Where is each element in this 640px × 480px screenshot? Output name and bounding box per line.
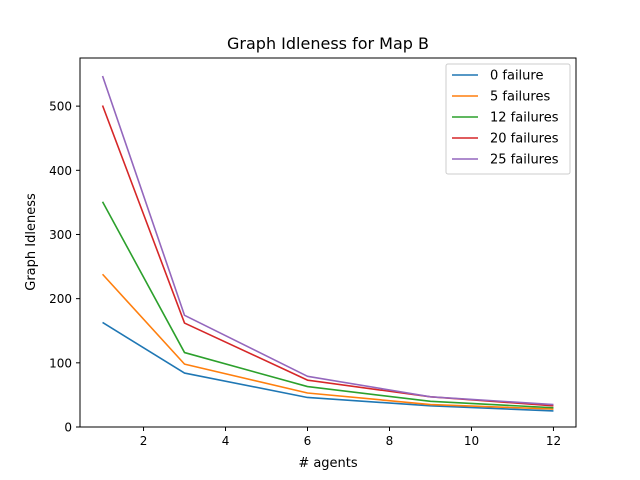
y-axis: 0 100 200 300 400 500 — [49, 100, 80, 435]
y-tick-label: 200 — [49, 292, 72, 306]
y-axis-label: Graph Idleness — [24, 193, 39, 291]
legend-label-1: 5 failures — [490, 90, 550, 105]
x-tick-label: 6 — [304, 434, 312, 448]
legend: 0 failure 5 failures 12 failures 20 failure… — [445, 63, 571, 175]
legend-label-2: 12 failures — [490, 111, 559, 126]
legend-label-4: 25 failures — [490, 153, 559, 168]
y-tick-label: 500 — [49, 100, 72, 114]
series-line-4 — [101, 75, 554, 406]
y-tick-label: 100 — [49, 356, 72, 370]
legend-label-3: 20 failures — [490, 132, 559, 147]
series-line-2 — [101, 201, 554, 409]
chart-title: Graph Idleness for Map B — [227, 34, 429, 53]
series-lines — [101, 75, 554, 412]
plot-area — [79, 57, 577, 428]
y-tick-label: 300 — [49, 228, 72, 242]
series-line-0 — [102, 321, 554, 412]
x-axis: 2 4 6 8 10 12 — [140, 427, 561, 448]
y-tick-label: 400 — [49, 164, 72, 178]
x-tick-label: 8 — [386, 434, 394, 448]
x-axis-label: # agents — [298, 456, 358, 471]
x-tick-label: 10 — [464, 434, 479, 448]
x-tick-label: 12 — [546, 434, 561, 448]
series-line-1 — [101, 273, 554, 410]
x-tick-label: 2 — [140, 434, 148, 448]
plot-frame — [79, 57, 577, 428]
legend-box — [445, 63, 571, 175]
x-tick-label: 4 — [222, 434, 230, 448]
legend-label-0: 0 failure — [490, 69, 543, 84]
y-tick-label: 0 — [64, 421, 72, 435]
